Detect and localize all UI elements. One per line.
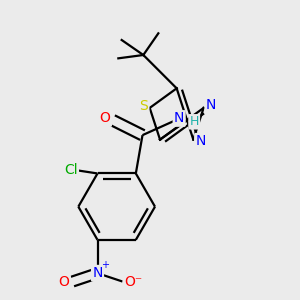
Text: N: N [92,266,103,280]
Text: O: O [58,274,69,289]
Text: N: N [206,98,216,112]
Text: O: O [100,112,111,125]
Text: Cl: Cl [64,163,78,177]
Text: S: S [139,99,148,113]
Text: N: N [174,112,184,125]
Text: O⁻: O⁻ [124,274,142,289]
Text: N: N [196,134,206,148]
Text: +: + [101,260,109,270]
Text: H: H [190,115,199,128]
